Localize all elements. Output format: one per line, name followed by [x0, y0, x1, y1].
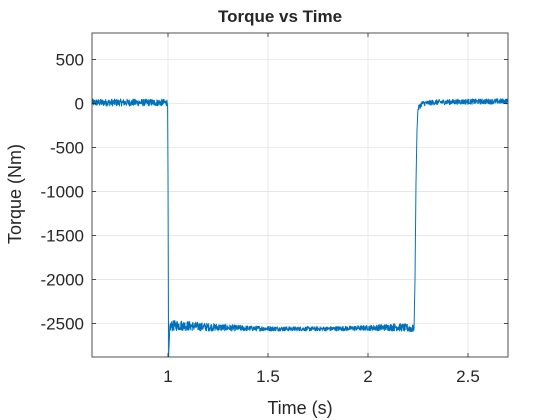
x-tick-label: 2	[363, 367, 372, 386]
series-layer	[92, 98, 508, 357]
chart-title: Torque vs Time	[218, 7, 342, 26]
grid-lines	[92, 33, 508, 357]
torque-series-line	[92, 98, 508, 357]
y-tick-label: 0	[75, 94, 84, 113]
axes-frame	[91, 32, 509, 358]
y-tick-label: -500	[50, 138, 84, 157]
x-tick-label: 1.5	[256, 367, 280, 386]
y-tick-label: -2000	[41, 271, 84, 290]
y-axis-label: Torque (Nm)	[5, 144, 25, 244]
y-tick-label: -2500	[41, 315, 84, 334]
x-axis-label: Time (s)	[267, 398, 332, 418]
x-tick-label: 2.5	[456, 367, 480, 386]
y-tick-label: 500	[56, 50, 84, 69]
plot-area	[92, 33, 508, 357]
y-tick-label: -1000	[41, 182, 84, 201]
x-tick-label: 1	[163, 367, 172, 386]
ticks-layer: 1 1.5 2 2.5 500 0 -500 -1000 -1500 -2000 -2500	[41, 33, 508, 386]
y-tick-label: -1500	[41, 227, 84, 246]
